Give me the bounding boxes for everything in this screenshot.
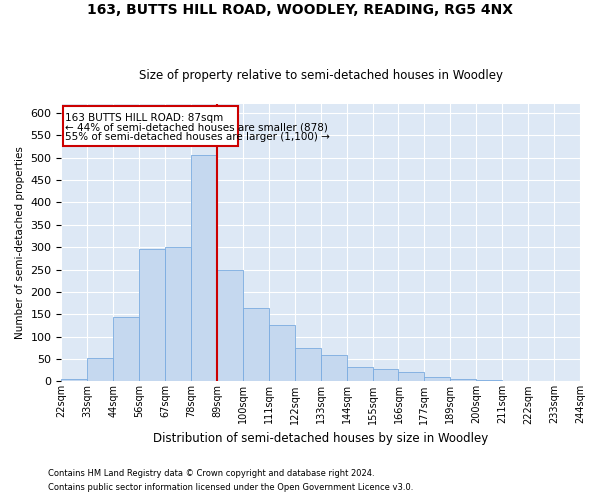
Text: 163, BUTTS HILL ROAD, WOODLEY, READING, RG5 4NX: 163, BUTTS HILL ROAD, WOODLEY, READING, … [87, 2, 513, 16]
Text: Contains HM Land Registry data © Crown copyright and database right 2024.: Contains HM Land Registry data © Crown c… [48, 468, 374, 477]
Bar [165, 247, 191, 382]
Bar [243, 308, 269, 382]
Y-axis label: Number of semi-detached properties: Number of semi-detached properties [15, 146, 25, 339]
Bar [139, 250, 165, 382]
Bar [113, 316, 139, 382]
Bar [61, 379, 88, 382]
Bar [88, 358, 113, 382]
Bar [191, 156, 217, 382]
Bar [269, 326, 295, 382]
Bar [424, 377, 451, 382]
Text: 55% of semi-detached houses are larger (1,100) →: 55% of semi-detached houses are larger (… [65, 132, 330, 142]
Text: ← 44% of semi-detached houses are smaller (878): ← 44% of semi-detached houses are smalle… [65, 123, 328, 133]
Bar [398, 372, 424, 382]
Text: 163 BUTTS HILL ROAD: 87sqm: 163 BUTTS HILL ROAD: 87sqm [65, 113, 224, 123]
Bar [217, 270, 243, 382]
Title: Size of property relative to semi-detached houses in Woodley: Size of property relative to semi-detach… [139, 69, 503, 82]
Bar [295, 348, 321, 382]
Bar [62, 106, 238, 146]
Bar [373, 370, 398, 382]
X-axis label: Distribution of semi-detached houses by size in Woodley: Distribution of semi-detached houses by … [153, 432, 488, 445]
Bar [451, 379, 476, 382]
Bar [476, 380, 502, 382]
Bar [321, 354, 347, 382]
Bar [347, 366, 373, 382]
Text: Contains public sector information licensed under the Open Government Licence v3: Contains public sector information licen… [48, 484, 413, 492]
